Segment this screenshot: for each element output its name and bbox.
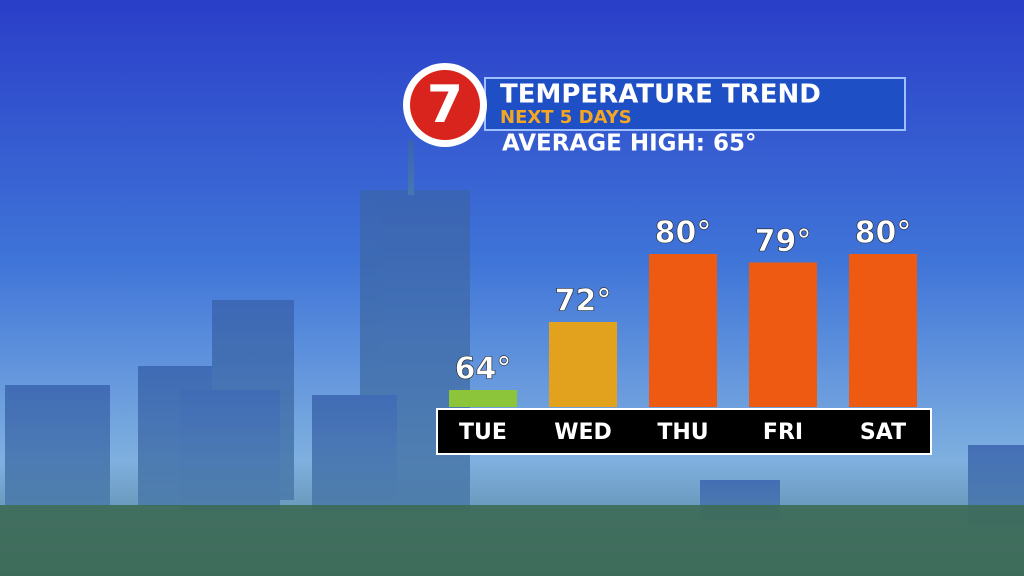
value-label: 80° (655, 216, 712, 251)
value-label: 79° (755, 224, 812, 259)
logo-text: 7 (427, 75, 463, 135)
chart-title: TEMPERATURE TREND (500, 80, 821, 110)
x-tick-label: TUE (459, 420, 507, 445)
value-label: 64° (455, 352, 512, 387)
annotation: AVERAGE HIGH: 65° (502, 131, 757, 157)
x-tick-label: THU (657, 420, 708, 445)
x-tick-label: WED (554, 420, 612, 445)
x-tick-label: SAT (860, 420, 906, 445)
logo (410, 70, 480, 140)
bar (549, 322, 617, 407)
bar (849, 254, 917, 407)
value-label: 80° (855, 216, 912, 251)
value-label: 72° (555, 284, 612, 319)
chart-subtitle: NEXT 5 DAYS (500, 107, 632, 128)
skyline (5, 140, 1024, 525)
category-strip (436, 408, 932, 455)
trees (0, 505, 1024, 576)
x-tick-label: FRI (763, 420, 803, 445)
bar (649, 254, 717, 407)
bar (749, 262, 817, 407)
bar (449, 390, 517, 407)
